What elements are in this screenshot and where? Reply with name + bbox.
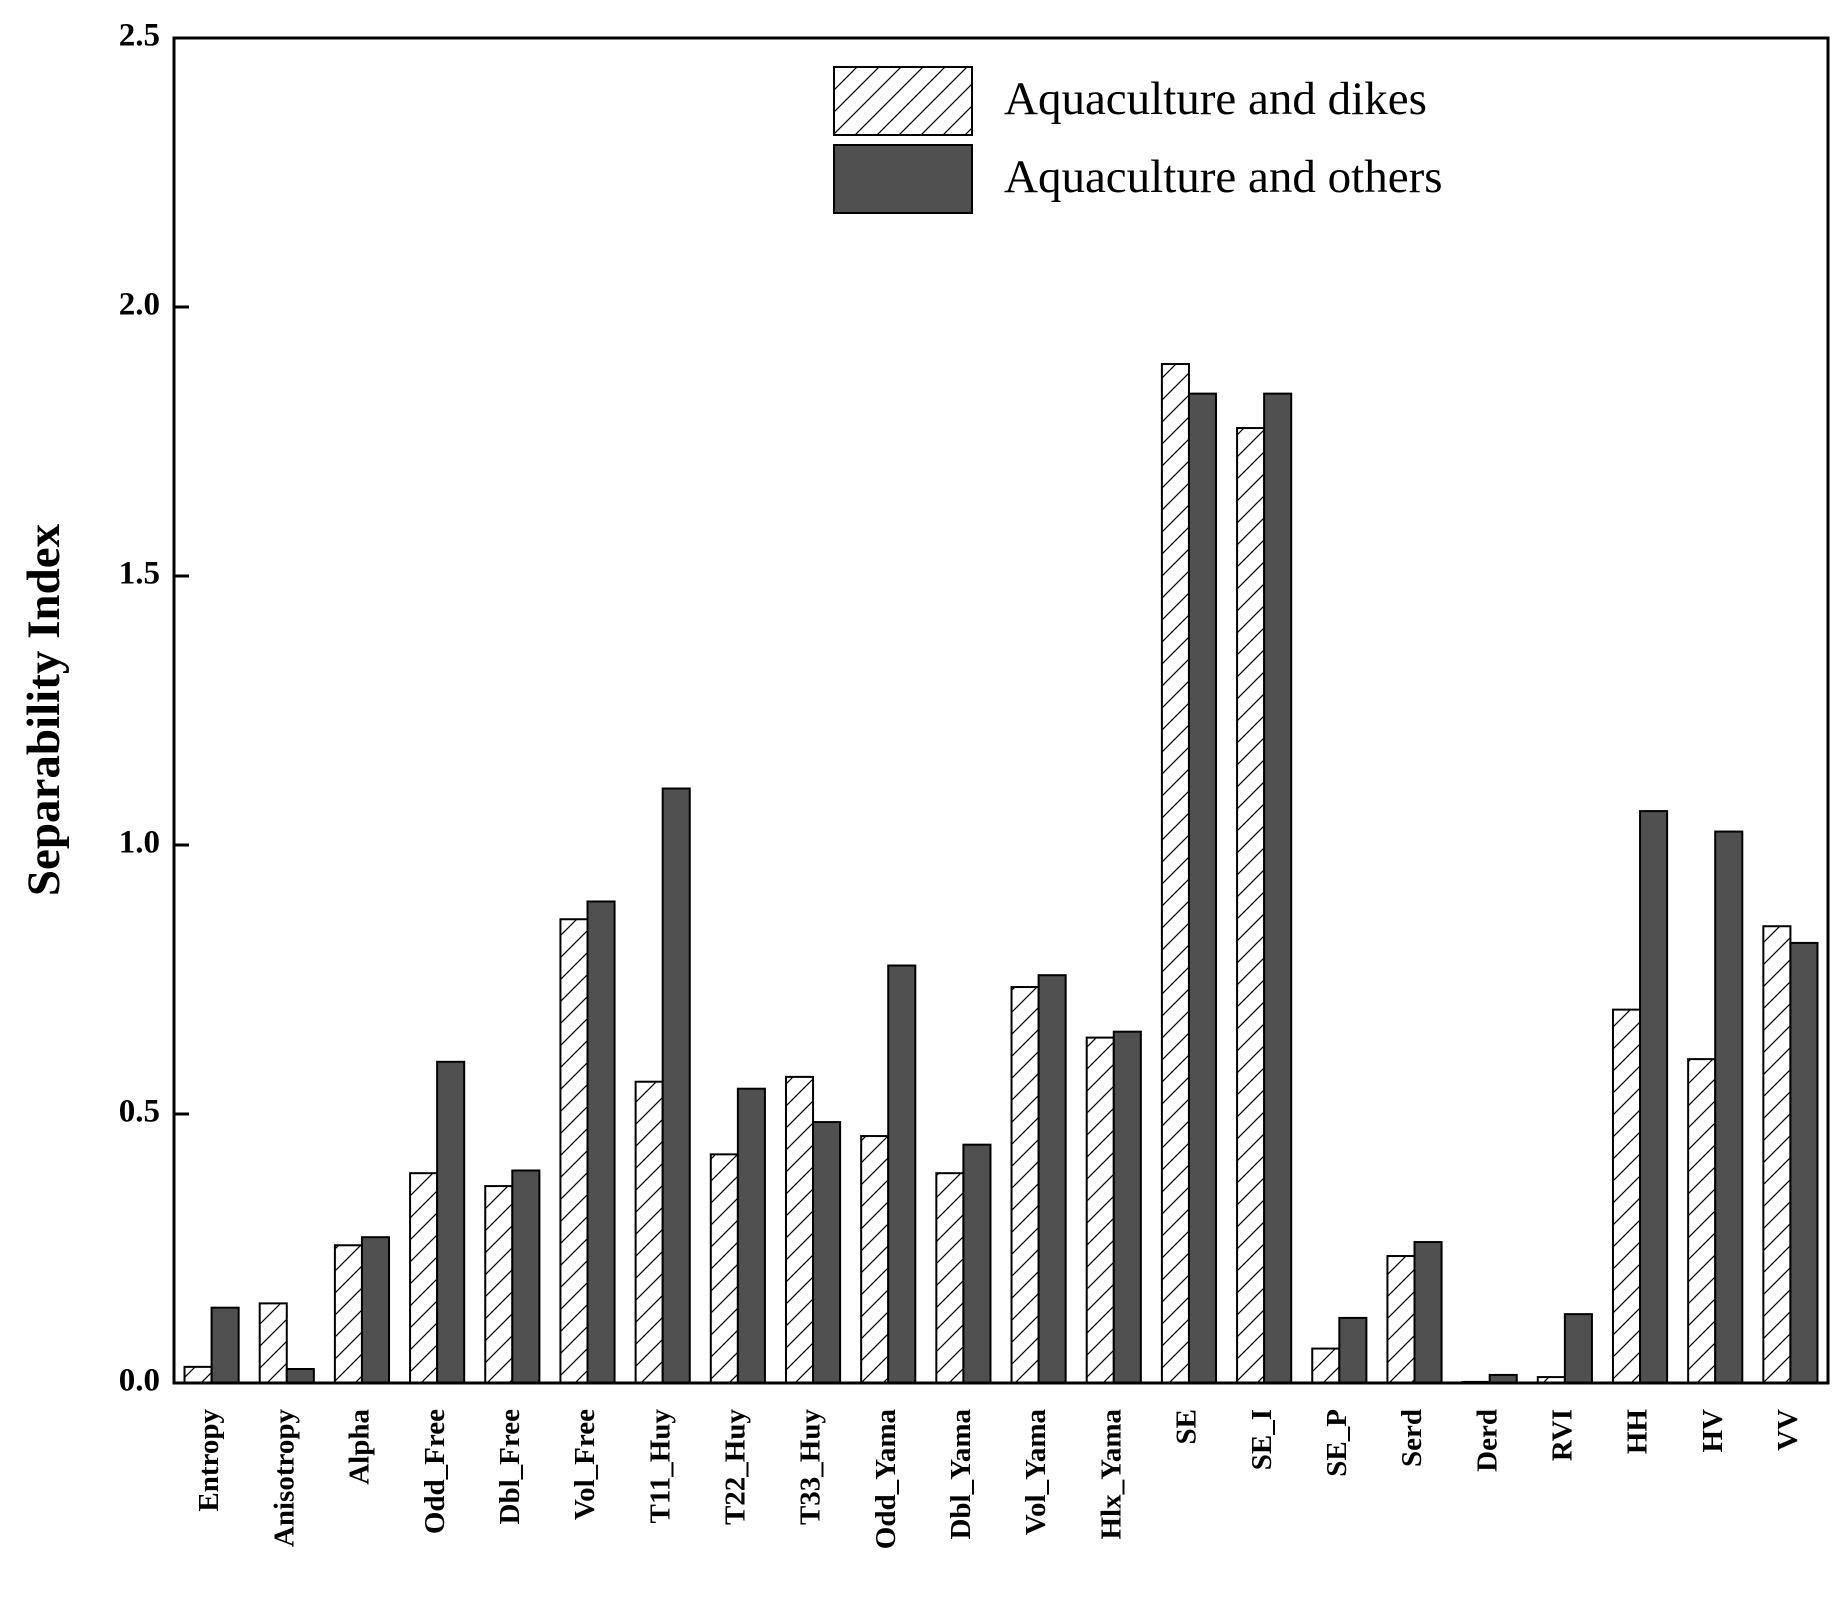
x-tick-label: Derd [1471, 1409, 1503, 1472]
bar [258, 1302, 288, 1384]
x-tick-label: Vol_Free [569, 1409, 601, 1520]
bar [586, 900, 616, 1384]
x-tick-label: VV [1772, 1409, 1804, 1451]
bar [1762, 925, 1792, 1384]
x-tick-label: T33_Huy [795, 1409, 827, 1526]
bar [285, 1368, 315, 1384]
legend-label: Aquaculture and others [1004, 151, 1443, 203]
bar [634, 1080, 664, 1384]
x-tick-label: Dbl_Free [494, 1409, 526, 1525]
x-tick-label: SE_P [1321, 1409, 1353, 1477]
x-tick-label: Odd_Free [419, 1409, 451, 1534]
x-tick-label: RVI [1547, 1409, 1579, 1461]
bar [210, 1306, 240, 1385]
bar [1687, 1058, 1717, 1385]
x-tick-label: Anisotropy [268, 1409, 300, 1548]
bar [559, 918, 589, 1385]
x-tick-label: SE [1171, 1409, 1203, 1444]
bar [1714, 830, 1744, 1384]
bar [1160, 363, 1190, 1384]
y-tick-label: 2.5 [119, 18, 160, 54]
y-tick-label: 0.0 [119, 1363, 160, 1399]
legend-label: Aquaculture and dikes [1004, 73, 1427, 125]
bar [1311, 1347, 1341, 1384]
bar [436, 1060, 466, 1384]
bar [511, 1169, 541, 1384]
bar [1187, 392, 1218, 1385]
bar [409, 1172, 439, 1385]
bar [736, 1087, 766, 1384]
x-tick-label: Odd_Yama [870, 1409, 902, 1550]
bar [1789, 941, 1819, 1385]
bar [1085, 1036, 1115, 1384]
legend-swatch [833, 144, 973, 214]
bar [1413, 1241, 1443, 1384]
x-tick-label: HH [1622, 1409, 1654, 1455]
bar [860, 1135, 890, 1384]
bar [484, 1185, 514, 1385]
bar [1263, 392, 1293, 1385]
bar [1010, 986, 1040, 1384]
bar [709, 1153, 739, 1384]
x-tick-label: Serd [1396, 1409, 1428, 1467]
y-tick-label: 0.5 [119, 1094, 160, 1130]
x-tick-label: Dbl_Yama [945, 1409, 977, 1540]
x-tick-label: Hlx_Yama [1095, 1409, 1127, 1540]
x-tick-label: Vol_Yama [1020, 1409, 1052, 1536]
x-tick-label: Alpha [344, 1409, 376, 1485]
bar [887, 964, 917, 1385]
bar [1386, 1255, 1416, 1384]
x-tick-label: T11_Huy [644, 1409, 676, 1524]
bar [1639, 810, 1669, 1384]
y-tick-label: 1.5 [119, 556, 160, 592]
bar [1112, 1030, 1142, 1385]
bar [360, 1236, 391, 1385]
x-tick-label: SE_I [1246, 1409, 1278, 1470]
bar [1611, 1008, 1642, 1384]
bar [1236, 427, 1266, 1384]
bar [1037, 974, 1067, 1384]
bar [784, 1075, 815, 1385]
legend-swatch [833, 66, 973, 136]
plot-frame [172, 36, 1830, 1385]
bar [962, 1143, 992, 1385]
bar [1563, 1313, 1593, 1384]
y-axis-label: Separability Index [18, 523, 70, 896]
y-tick-label: 2.0 [119, 287, 160, 323]
y-tick-label: 1.0 [119, 825, 160, 861]
bar [661, 787, 691, 1384]
bar [812, 1121, 842, 1384]
bar [183, 1365, 213, 1384]
x-tick-label: Entropy [193, 1409, 225, 1512]
x-tick-label: T22_Huy [720, 1409, 752, 1526]
bar [935, 1172, 965, 1385]
bar [1338, 1316, 1368, 1384]
bar [333, 1244, 363, 1384]
x-tick-label: HV [1697, 1409, 1729, 1453]
